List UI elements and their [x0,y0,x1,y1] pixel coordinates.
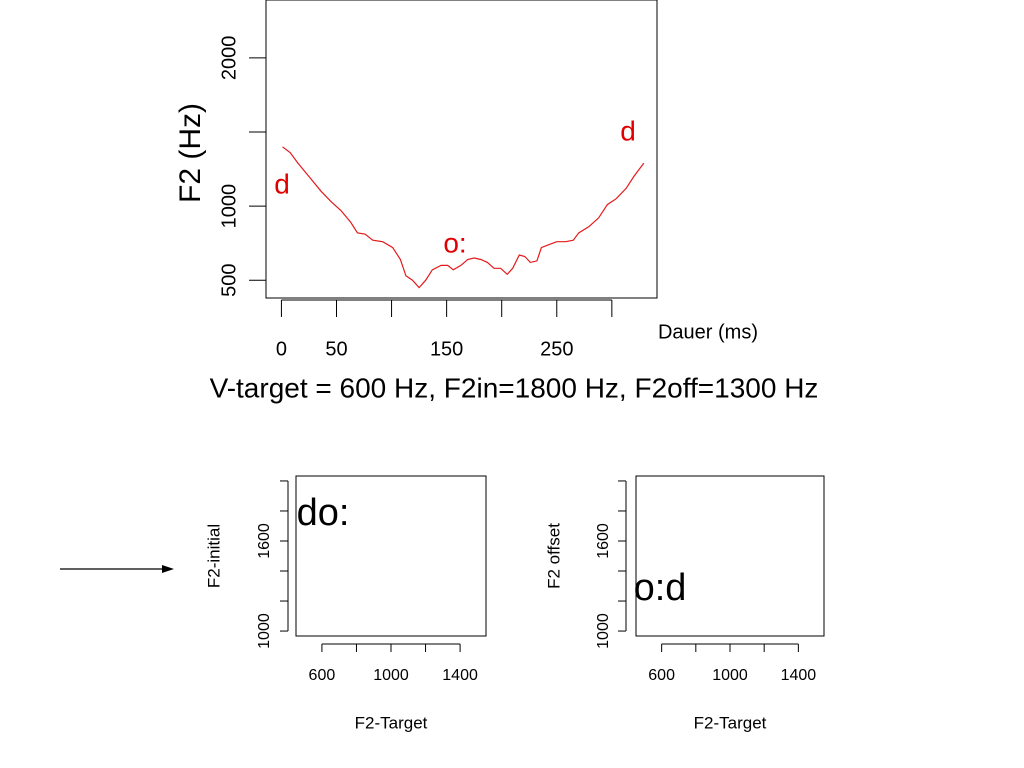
x-tick-label: 600 [309,667,336,684]
annotation: do: [297,492,350,534]
annotation: o: [443,227,466,258]
plot-box [635,475,825,637]
x-tick-label: 600 [648,667,675,684]
y-axis-title: F2 (Hz) [174,103,207,203]
y-tick-label: 500 [218,264,240,297]
x-tick-label: 0 [276,338,287,360]
y-tick-label: 1600 [595,523,612,559]
y-tick-label: 1000 [595,613,612,649]
annotation: d [620,115,636,146]
x-tick-label: 250 [540,338,573,360]
annotation: o:d [634,567,687,609]
x-tick-label: 1400 [442,667,478,684]
x-tick-label: 50 [325,338,347,360]
x-tick-label: 1000 [373,667,409,684]
f2-line [282,146,645,289]
plot-box [295,475,487,637]
y-tick-label: 2000 [218,36,240,80]
x-tick-label: 1000 [712,667,748,684]
x-axis-title: F2-Target [355,713,428,732]
x-tick-label: 150 [430,338,463,360]
arrow-head [162,565,174,573]
y-tick-label: 1000 [218,184,240,229]
y-axis-title: F2 offset [544,523,563,589]
y-tick-label: 1600 [256,523,273,559]
annotation: d [274,168,290,199]
x-axis-title: F2-Target [694,713,767,732]
x-tick-label: 1400 [781,667,817,684]
y-tick-label: 1000 [256,613,273,649]
y-axis-title: F2-initial [204,524,223,588]
x-axis-title: Dauer (ms) [658,321,758,343]
caption: V-target = 600 Hz, F2in=1800 Hz, F2off=1… [210,372,819,403]
